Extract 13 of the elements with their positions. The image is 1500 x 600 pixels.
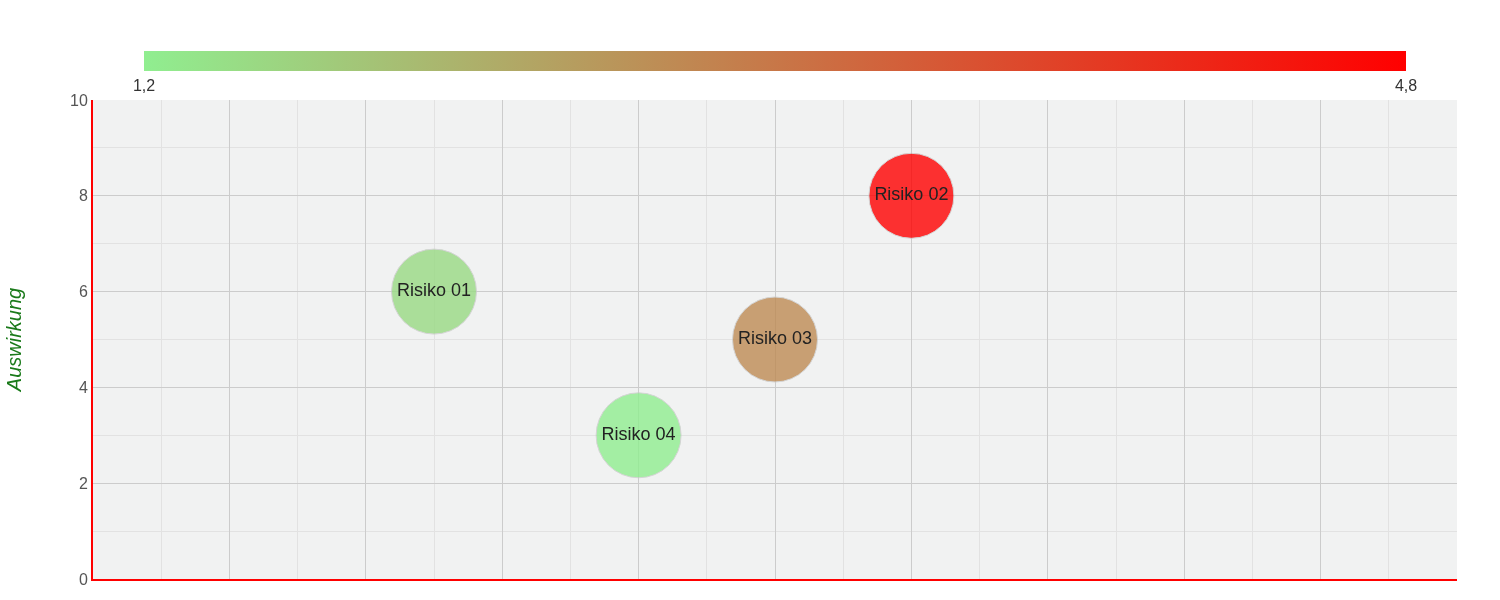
series-label: Risiko 04 <box>601 423 676 444</box>
y-tick-label: 10 <box>70 91 88 109</box>
y-tick-label: 4 <box>78 379 88 396</box>
color-bar-label: 4,8 <box>1394 76 1418 94</box>
y-tick-label: 0 <box>78 570 88 588</box>
y-tick-label: 2 <box>78 474 88 492</box>
y-tick-label: 6 <box>78 283 88 301</box>
series-label: Risiko 02 <box>874 184 949 205</box>
color-bar-label: 1,2 <box>132 76 156 94</box>
y-tick-label: 8 <box>78 187 88 205</box>
series-label: Risiko 01 <box>396 280 472 301</box>
y-axis-title: Auswirkung <box>2 287 25 393</box>
series-label: Risiko 03 <box>737 328 813 348</box>
